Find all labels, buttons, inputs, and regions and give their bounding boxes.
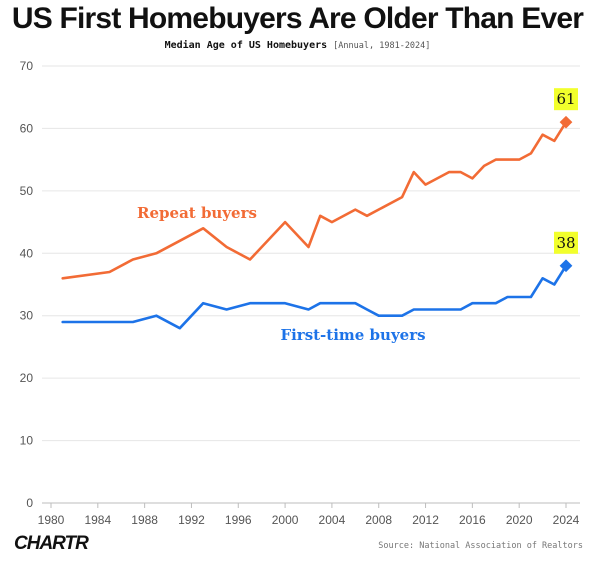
- chart-title: US First Homebuyers Are Older Than Ever: [11, 2, 584, 35]
- x-tick-label-1996: 1996: [225, 513, 252, 527]
- source-note: Source: National Association of Realtors: [378, 541, 583, 551]
- callout-value-first-time-buyers: 38: [556, 234, 575, 252]
- x-tick-label-2020: 2020: [506, 513, 533, 527]
- x-tick-label-2012: 2012: [412, 513, 439, 527]
- x-tick-label-2016: 2016: [459, 513, 486, 527]
- subtitle-main: Median Age of US Homebuyers: [164, 40, 328, 51]
- y-tick-label-60: 60: [20, 121, 34, 135]
- y-tick-label-30: 30: [20, 309, 34, 323]
- series-label-repeat-buyers: Repeat buyers: [137, 204, 257, 222]
- x-tick-label-2024: 2024: [553, 513, 580, 527]
- y-tick-label-50: 50: [20, 184, 34, 198]
- y-tick-label-0: 0: [26, 496, 33, 510]
- y-tick-label-20: 20: [20, 371, 34, 385]
- x-tick-label-1988: 1988: [131, 513, 158, 527]
- series-line-repeat-buyers: [61, 120, 568, 280]
- callout-box-first-time-buyers: [554, 231, 578, 254]
- end-marker-repeat-buyers: [559, 115, 573, 129]
- x-tick-label-2004: 2004: [319, 513, 346, 527]
- subtitle-note: [Annual, 1981-2024]: [333, 41, 431, 51]
- x-tick-label-2008: 2008: [365, 513, 392, 527]
- x-tick-label-2000: 2000: [272, 513, 299, 527]
- series-line-first-time-buyers: [61, 264, 568, 330]
- series-label-first-time-buyers: First-time buyers: [280, 326, 425, 344]
- chart-subtitle: Median Age of US Homebuyers [Annual, 198…: [0, 40, 595, 51]
- y-tick-label-70: 70: [20, 59, 34, 73]
- callout-value-repeat-buyers: 61: [556, 90, 575, 108]
- y-tick-label-40: 40: [20, 246, 34, 260]
- brand-logo: CHARTR: [14, 533, 89, 554]
- x-tick-label-1980: 1980: [38, 513, 65, 527]
- end-marker-first-time-buyers: [559, 259, 573, 273]
- x-tick-label-1992: 1992: [178, 513, 205, 527]
- y-tick-label-10: 10: [20, 434, 34, 448]
- callout-box-repeat-buyers: [554, 88, 578, 111]
- x-tick-label-1984: 1984: [84, 513, 111, 527]
